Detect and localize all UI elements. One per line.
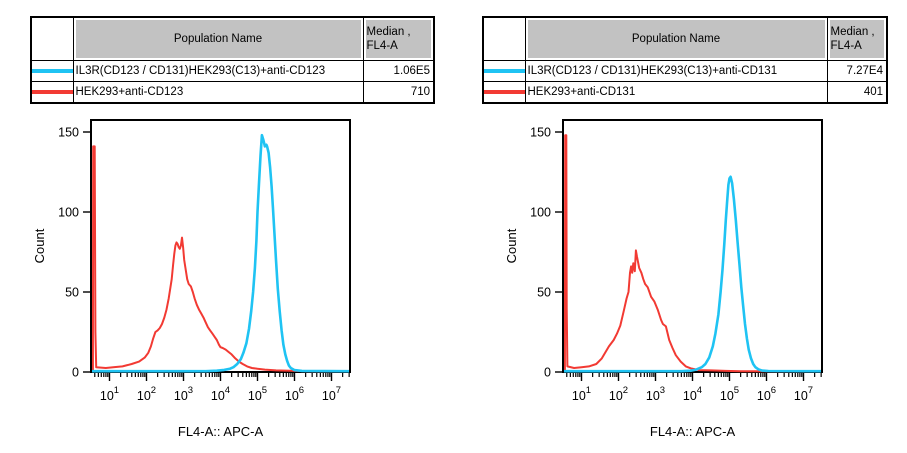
population-name-cell: IL3R(CD123 / CD131)HEK293(C13)+anti-CD12… bbox=[72, 60, 364, 82]
y-tick-label: 100 bbox=[58, 206, 79, 220]
histogram-anti-cd123: 101 102 103 104 105 106 107 0 50 100 150 Count FL4-A… bbox=[32, 119, 351, 439]
y-tick-label: 0 bbox=[72, 366, 79, 380]
x-tick-label: 102 bbox=[137, 385, 156, 403]
positive-population-curve bbox=[92, 133, 349, 373]
x-tick-label: 106 bbox=[285, 385, 304, 403]
y-tick-label: 50 bbox=[65, 286, 79, 300]
population-name-header: Population Name bbox=[524, 16, 828, 61]
x-tick-label: 105 bbox=[248, 385, 267, 403]
y-tick-label: 50 bbox=[537, 286, 551, 300]
positive-series-swatch bbox=[484, 69, 525, 73]
table-row: IL3R(CD123 / CD131)HEK293(C13)+anti-CD12… bbox=[30, 60, 435, 82]
y-tick-label: 100 bbox=[530, 206, 551, 220]
y-tick-label: 150 bbox=[530, 126, 551, 140]
x-tick-label: 105 bbox=[720, 385, 739, 403]
series-swatch-cell bbox=[30, 81, 74, 104]
control-series-swatch bbox=[32, 90, 73, 94]
y-tick-label: 150 bbox=[58, 126, 79, 140]
y-axis-title: Count bbox=[504, 228, 519, 263]
control-population-curve bbox=[564, 134, 821, 373]
median-value-cell: 1.06E5 bbox=[362, 60, 435, 82]
positive-population-curve bbox=[564, 175, 821, 373]
median-value-cell: 7.27E4 bbox=[826, 60, 888, 82]
x-tick-label: 104 bbox=[211, 385, 230, 403]
x-tick-label: 101 bbox=[100, 385, 119, 403]
population-name-header: Population Name bbox=[72, 16, 364, 61]
swatch-header-cell bbox=[482, 16, 526, 61]
y-tick-label: 0 bbox=[544, 366, 551, 380]
median-header: Median , FL4-A bbox=[362, 16, 435, 61]
swatch-header-cell bbox=[30, 16, 74, 61]
median-header-line2: FL4-A bbox=[366, 40, 398, 52]
table-header-row: Population Name Median , FL4-A bbox=[30, 16, 435, 61]
median-header: Median , FL4-A bbox=[826, 16, 888, 61]
table-header-row: Population Name Median , FL4-A bbox=[482, 16, 888, 61]
x-tick-label: 107 bbox=[322, 385, 341, 403]
table-row: HEK293+anti-CD123 710 bbox=[30, 81, 435, 104]
median-value-cell: 710 bbox=[362, 81, 435, 104]
population-table-cd123: Population Name Median , FL4-A IL3R(CD12… bbox=[30, 16, 435, 104]
x-tick-label: 104 bbox=[683, 385, 702, 403]
median-header-line2: FL4-A bbox=[830, 40, 862, 52]
series-swatch-cell bbox=[482, 60, 526, 82]
table-row: IL3R(CD123 / CD131)HEK293(C13)+anti-CD13… bbox=[482, 60, 888, 82]
table-row: HEK293+anti-CD131 401 bbox=[482, 81, 888, 104]
series-swatch-cell bbox=[30, 60, 74, 82]
x-tick-label: 107 bbox=[794, 385, 813, 403]
median-header-line1: Median , bbox=[830, 26, 875, 38]
median-value-cell: 401 bbox=[826, 81, 888, 104]
histogram-anti-cd131: 101 102 103 104 105 106 107 0 50 100 150 Count FL4-A… bbox=[504, 119, 823, 439]
x-axis-title: FL4-A:: APC-A bbox=[650, 424, 736, 439]
population-table-cd131: Population Name Median , FL4-A IL3R(CD12… bbox=[482, 16, 888, 104]
control-population-curve bbox=[92, 145, 349, 373]
series-swatch-cell bbox=[482, 81, 526, 104]
positive-series-swatch bbox=[32, 69, 73, 73]
y-axis-title: Count bbox=[32, 228, 47, 263]
control-series-swatch bbox=[484, 90, 525, 94]
x-tick-label: 103 bbox=[174, 385, 193, 403]
x-tick-label: 101 bbox=[572, 385, 591, 403]
population-name-cell: HEK293+anti-CD123 bbox=[72, 81, 364, 104]
x-tick-label: 102 bbox=[609, 385, 628, 403]
x-axis-title: FL4-A:: APC-A bbox=[178, 424, 264, 439]
x-tick-label: 106 bbox=[757, 385, 776, 403]
median-header-line1: Median , bbox=[366, 26, 411, 38]
population-name-cell: HEK293+anti-CD131 bbox=[524, 81, 828, 104]
x-tick-label: 103 bbox=[646, 385, 665, 403]
population-name-cell: IL3R(CD123 / CD131)HEK293(C13)+anti-CD13… bbox=[524, 60, 828, 82]
